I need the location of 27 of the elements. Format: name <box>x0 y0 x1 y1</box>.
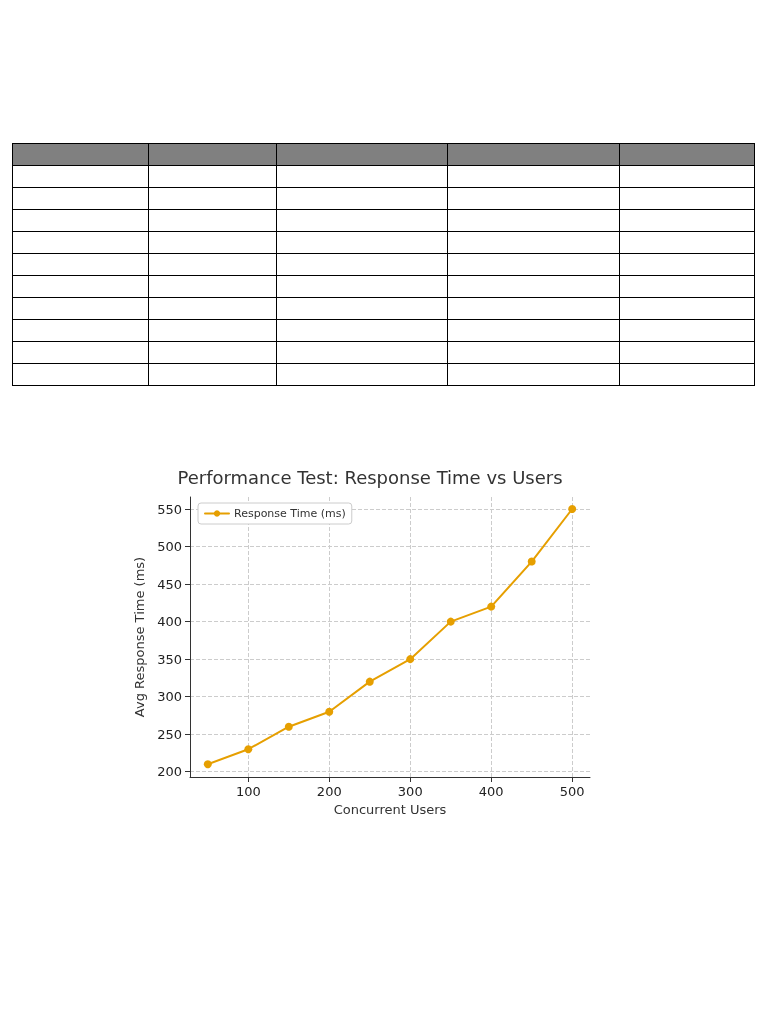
point <box>244 745 253 754</box>
y-tick-label: 500 <box>157 539 182 555</box>
x-tick-label: 200 <box>316 784 342 799</box>
x-tick-label: 400 <box>478 784 504 799</box>
y-tick-label: 250 <box>157 726 182 742</box>
legend-label: Response Time (ms) <box>234 507 346 520</box>
point <box>487 602 496 611</box>
point <box>527 557 536 566</box>
x-tick-label: 500 <box>559 784 585 799</box>
y-tick-label: 200 <box>157 764 182 780</box>
y-tick-label: 450 <box>157 576 182 592</box>
point <box>203 760 212 769</box>
x-tick-label: 300 <box>397 784 423 799</box>
point <box>406 655 415 664</box>
y-tick-label: 350 <box>157 651 182 667</box>
x-axis-title: Concurrent Users <box>333 801 447 817</box>
y-tick-label: 300 <box>157 689 182 705</box>
y-axis-title: Avg Response Time (ms) <box>132 556 148 718</box>
chart-title: Performance Test: Response Time vs Users <box>177 466 563 488</box>
point <box>365 677 374 686</box>
point <box>446 617 455 626</box>
y-tick-label: 400 <box>157 614 182 630</box>
y-tick-label: 550 <box>157 501 182 517</box>
point <box>284 722 293 731</box>
point <box>325 707 334 716</box>
point <box>568 505 577 514</box>
x-tick-label: 100 <box>235 784 261 799</box>
